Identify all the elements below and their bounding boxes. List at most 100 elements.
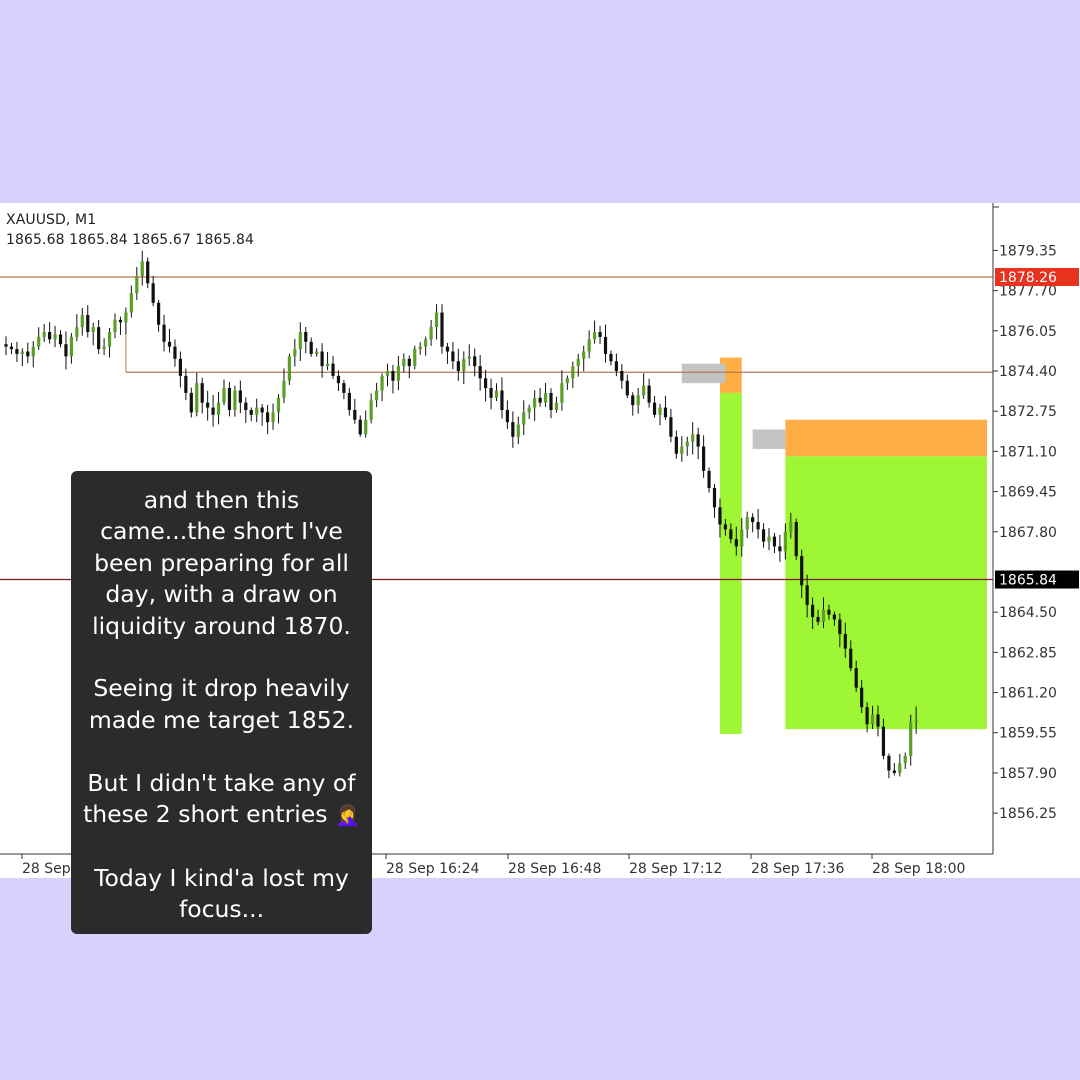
candle-body [206, 402, 210, 408]
candle-body [58, 334, 63, 345]
candle-body [685, 441, 689, 447]
candle-body [554, 402, 559, 410]
candle-body [402, 358, 406, 367]
candle-body [909, 721, 913, 756]
price-tick-label: 1861.20 [999, 686, 1057, 702]
candle-body [336, 375, 341, 384]
price-tick-label: 1867.80 [999, 525, 1057, 541]
price-tick-label: 1859.55 [999, 726, 1057, 742]
candle-body [146, 261, 150, 284]
candle-body [42, 332, 46, 337]
ohlc-readout: 1865.68 1865.84 1865.67 1865.84 [6, 232, 255, 248]
candle-body [620, 371, 624, 381]
candle-body [315, 351, 319, 354]
candle-body [456, 361, 460, 371]
candle-body [173, 346, 177, 359]
candle-body [805, 585, 809, 605]
price-marker-box [995, 570, 1079, 589]
candle-body [287, 356, 291, 381]
candle-body [424, 339, 428, 347]
candle-body [167, 341, 172, 347]
candle-body [391, 371, 395, 381]
candle-body [636, 395, 640, 406]
candle-body [571, 366, 575, 379]
candle-body [494, 390, 499, 398]
candle-body [9, 346, 14, 350]
candle-body [462, 358, 466, 371]
candle-body [309, 341, 313, 354]
caption-paragraph: and then this came...the short I've been… [92, 486, 351, 640]
entry-zone [681, 363, 726, 384]
candle-body [80, 314, 84, 328]
candle-body [794, 522, 798, 557]
candle-body [396, 366, 400, 381]
price-tick-label: 1877.70 [999, 284, 1057, 300]
candle-body [200, 383, 204, 403]
candle-body [609, 353, 613, 362]
candle-body [260, 407, 264, 413]
price-tick-label: 1874.40 [999, 364, 1057, 380]
price-tick-label: 1857.90 [999, 766, 1057, 782]
stop-zone [719, 357, 742, 393]
candle-body [489, 388, 493, 398]
price-tick-label: 1871.10 [999, 444, 1057, 460]
candle-body [467, 356, 471, 359]
candle-body [647, 385, 651, 403]
candle-body [582, 351, 586, 359]
candle-body [603, 336, 608, 354]
time-tick-label: 28 Sep 17:36 [751, 861, 845, 877]
candle-body [15, 349, 19, 354]
candle-body [772, 536, 777, 547]
candle-body [707, 470, 711, 488]
target-zone [785, 456, 987, 730]
candle-body [342, 383, 346, 393]
candle-body [740, 529, 744, 547]
target-zone [719, 392, 742, 734]
price-marker-label: 1878.26 [999, 270, 1057, 286]
candle-body [751, 517, 755, 523]
candle-body [625, 380, 629, 396]
caption-box: and then this came...the short I've been… [71, 471, 372, 934]
price-tick-label: 1879.35 [999, 243, 1057, 259]
candle-body [696, 434, 700, 447]
price-tick-label: 1876.05 [999, 324, 1057, 340]
candle-body [451, 351, 455, 362]
candle-body [407, 358, 411, 367]
candle-body [702, 446, 706, 471]
candle-body [484, 378, 488, 389]
candle-body [642, 385, 646, 396]
candle-body [135, 275, 139, 294]
candle-body [434, 312, 439, 328]
candle-body [816, 617, 820, 622]
candle-body [538, 397, 542, 403]
candle-body [353, 409, 357, 420]
candle-body [102, 346, 106, 350]
candle-body [266, 412, 270, 423]
candle-body [669, 417, 673, 437]
price-tick-label: 1864.50 [999, 605, 1057, 621]
candle-body [473, 356, 477, 367]
candle-body [587, 339, 591, 352]
candle-body [505, 409, 509, 423]
candle-body [663, 407, 668, 418]
candle-body [293, 349, 297, 357]
candle-body [124, 312, 128, 323]
candle-body [598, 332, 602, 337]
candle-body [276, 397, 281, 413]
candle-body [789, 522, 793, 532]
candle-body [745, 517, 749, 530]
candle-body [233, 390, 237, 410]
candle-body [527, 407, 531, 413]
candle-body [385, 371, 390, 376]
candle-body [500, 390, 504, 410]
candle-body [440, 312, 444, 347]
candle-body [565, 378, 569, 384]
candle-body [113, 319, 117, 333]
candle-body [331, 363, 335, 376]
candle-body [549, 392, 553, 410]
candle-body [838, 619, 842, 635]
symbol-title: XAUUSD, M1 [6, 212, 97, 228]
candle-body [222, 388, 226, 403]
candle-body [107, 332, 112, 347]
candle-body [658, 407, 662, 415]
